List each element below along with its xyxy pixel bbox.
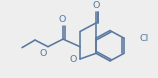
- Text: O: O: [92, 1, 100, 10]
- Text: Cl: Cl: [140, 34, 149, 43]
- Text: O: O: [40, 49, 47, 58]
- Text: O: O: [70, 55, 77, 65]
- Text: O: O: [58, 15, 66, 24]
